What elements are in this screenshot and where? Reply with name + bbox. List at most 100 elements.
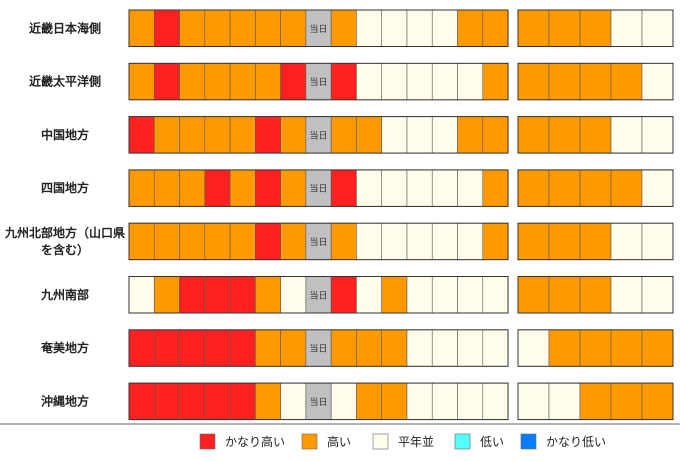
legend-swatch — [199, 433, 216, 450]
today-label: 当日 — [310, 183, 328, 195]
today-label: 当日 — [310, 76, 328, 88]
daily-cell — [431, 169, 458, 207]
weekly-block-frame — [517, 9, 674, 47]
daily-cell — [381, 329, 408, 367]
daily-cell — [229, 169, 256, 207]
legend-item: かなり高い — [199, 433, 285, 450]
daily-cell — [406, 382, 433, 420]
weekly-cell — [610, 329, 643, 367]
region-row: 中国地方 当日 — [41, 116, 674, 154]
weekly-cell — [641, 382, 674, 420]
weekly-cell — [579, 276, 612, 314]
daily-cell — [482, 329, 509, 367]
daily-cell — [204, 62, 231, 101]
weekly-cell — [579, 62, 612, 101]
daily-cell — [305, 9, 332, 47]
daily-cell — [457, 9, 484, 47]
region-label: 九州北部地方（山口県 — [4, 225, 125, 240]
daily-cell — [406, 276, 433, 314]
daily-cell — [255, 222, 281, 260]
region-label: 沖縄地方 — [41, 393, 89, 408]
daily-cell — [330, 222, 357, 260]
daily-cell — [153, 382, 180, 420]
daily-cell — [356, 9, 382, 47]
daily-cell — [229, 62, 256, 101]
daily-cell — [179, 222, 206, 260]
daily-cell — [381, 116, 408, 154]
weekly-cell — [641, 169, 674, 207]
daily-cell — [406, 222, 433, 260]
weekly-block-frame — [517, 62, 674, 101]
daily-cell — [406, 169, 433, 207]
region-row: 沖縄地方 当日 — [41, 382, 674, 421]
weekly-block-frame — [517, 116, 674, 154]
region-label: 近畿日本海側 — [29, 20, 101, 35]
weekly-cell — [610, 116, 643, 154]
daily-cell — [255, 382, 281, 420]
daily-cell — [381, 62, 408, 101]
daily-cell — [153, 222, 180, 260]
weekly-cell — [579, 329, 612, 367]
legend-label: 平年並 — [398, 435, 434, 449]
weekly-cell — [548, 276, 581, 314]
daily-cell — [255, 116, 281, 154]
daily-cell — [179, 169, 206, 207]
daily-block-frame — [128, 116, 509, 154]
daily-cell — [204, 9, 231, 47]
daily-cell — [153, 116, 180, 154]
daily-cell — [128, 9, 155, 47]
daily-cell — [381, 9, 408, 47]
daily-cell — [457, 169, 484, 207]
daily-cell — [381, 169, 408, 207]
daily-cell — [229, 222, 256, 260]
daily-cell — [381, 382, 408, 420]
weekly-cell — [610, 62, 643, 101]
daily-cell — [255, 9, 281, 47]
weekly-block-frame — [517, 329, 674, 367]
weekly-cell — [548, 169, 581, 207]
daily-cell — [431, 329, 458, 367]
weekly-cell — [641, 62, 674, 101]
daily-cell — [255, 329, 281, 367]
daily-cell — [330, 382, 357, 420]
legend-swatch — [454, 433, 471, 450]
daily-cell — [482, 62, 509, 101]
legend-label: 低い — [480, 435, 504, 449]
daily-cell — [457, 382, 484, 420]
daily-cell — [482, 222, 509, 260]
region-label: 九州南部 — [40, 287, 89, 302]
today-label: 当日 — [310, 129, 328, 141]
region-row: 近畿太平洋側 当日 — [29, 62, 674, 101]
daily-cell — [280, 222, 307, 260]
weekly-cell — [641, 9, 674, 47]
weekly-cell — [517, 222, 550, 260]
region-label: 奄美地方 — [40, 340, 89, 355]
weekly-cell — [517, 276, 550, 314]
daily-cell — [128, 169, 155, 207]
daily-cell — [431, 9, 458, 47]
daily-cell — [280, 329, 307, 367]
daily-cell — [255, 62, 281, 101]
daily-cell — [280, 382, 307, 420]
weekly-cell — [610, 222, 643, 260]
weekly-cell — [548, 116, 581, 154]
daily-cell — [356, 382, 382, 420]
legend-item: かなり低い — [520, 433, 606, 450]
daily-cell — [431, 382, 458, 420]
daily-cell — [179, 116, 206, 154]
today-label: 当日 — [310, 23, 328, 35]
daily-cell — [381, 276, 408, 314]
legend-label: 高い — [327, 434, 351, 449]
daily-cell — [204, 329, 231, 367]
region-label: 四国地方 — [41, 180, 89, 195]
daily-cell — [280, 169, 307, 207]
daily-cell — [406, 116, 433, 154]
daily-cell — [431, 62, 458, 101]
daily-block-frame — [128, 329, 509, 367]
daily-cell — [457, 329, 484, 367]
region-row: 奄美地方 当日 — [40, 329, 674, 367]
weekly-cell — [548, 222, 581, 260]
weekly-cell — [517, 9, 550, 47]
